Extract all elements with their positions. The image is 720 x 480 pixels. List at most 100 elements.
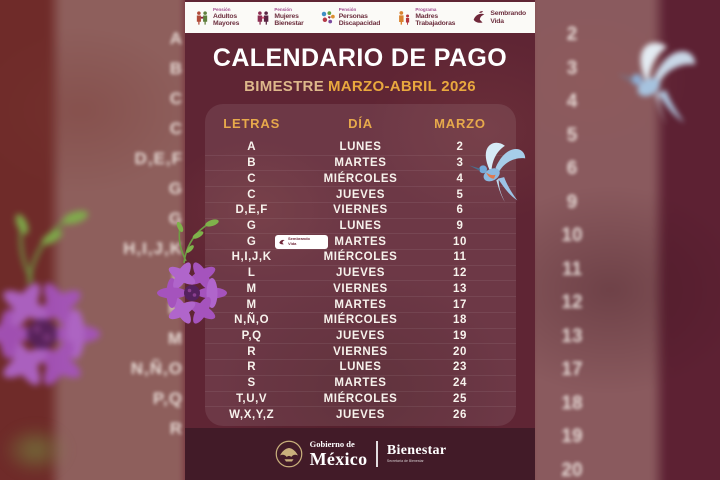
bg-letter: B: [169, 59, 183, 78]
poster-title: CALENDARIO DE PAGO: [212, 44, 508, 72]
row-date: 25: [453, 392, 467, 405]
table-body: A LUNES 2 B MARTES 3 C MIÉRCOLES 4 C JUEVES 5 D,E,F V…: [205, 140, 516, 422]
program-name: Adultos: [213, 12, 237, 20]
gobierno-de-mexico-logo: Gobierno de México: [274, 439, 368, 469]
row-date: 18: [453, 314, 467, 327]
logo-madres-trabajadoras: Programa Madres Trabajadoras: [396, 7, 456, 27]
row-letters: B: [247, 157, 257, 170]
subtitle-prefix: BIMESTRE: [244, 78, 324, 95]
logo-mujeres-bienestar: Pensión Mujeres Bienestar: [255, 7, 304, 27]
bg-number: 10: [561, 225, 583, 246]
logo-text: Pensión Personas Discapacidad: [338, 7, 381, 27]
footer-bar: Gobierno de México Bienestar Secretaría …: [185, 428, 535, 480]
row-day: MIÉRCOLES: [323, 251, 398, 264]
program-label: Programa: [415, 7, 437, 13]
bg-number: 6: [566, 158, 578, 179]
row-date: 9: [456, 219, 464, 232]
bg-number: 11: [561, 258, 583, 280]
bg-number: 12: [561, 292, 583, 313]
row-day: VIERNES: [333, 345, 388, 358]
personas-discapacidad-icon: [321, 10, 335, 23]
bg-number: 19: [561, 426, 583, 447]
program-logo-strip: Pensión Adultos Mayores Pensión Mujeres …: [185, 2, 535, 33]
row-letters: P,Q: [241, 329, 262, 342]
program-name: Madres: [415, 12, 438, 20]
program-name: Bienestar: [274, 19, 304, 27]
program-label: Pensión: [213, 7, 231, 13]
row-day: MARTES: [334, 157, 387, 170]
program-name: Trabajadoras: [415, 19, 456, 27]
table-header: LETRAS DÍA MARZO: [205, 104, 516, 136]
bg-letter: N,Ñ,O: [130, 359, 183, 378]
bg-number: 4: [566, 91, 578, 112]
table-row: G MARTES 10 Sembrando Vida: [205, 233, 516, 249]
row-letters: S: [247, 377, 256, 390]
row-day: VIERNES: [333, 204, 388, 217]
row-letters: G: [246, 235, 257, 248]
bg-number: 20: [561, 459, 583, 480]
bg-letter: R: [169, 419, 183, 438]
bg-number: 18: [561, 392, 583, 414]
sembrando-vida-icon: [474, 10, 485, 23]
logo-sembrando-vida: Sembrando Vida: [471, 10, 526, 26]
row-date: 10: [453, 235, 467, 248]
row-letters: T,U,V: [236, 392, 268, 405]
row-day: VIERNES: [333, 282, 388, 295]
row-day: MARTES: [334, 298, 387, 311]
bg-letter: G: [168, 209, 183, 228]
program-name: Sembrando: [490, 10, 526, 18]
row-date: 23: [453, 361, 467, 374]
background-letters-column: A B C C D,E,F G G H,I,J,K L M M N,Ñ,O P,Q R: [103, 24, 183, 444]
row-day: MIÉRCOLES: [323, 392, 398, 405]
bg-letter: C: [169, 119, 183, 138]
program-name: Mayores: [213, 19, 240, 27]
bg-letter: H,I,J,K: [123, 239, 183, 258]
bg-letter: G: [168, 179, 183, 198]
row-letters: R: [247, 361, 257, 374]
row-letters: R: [247, 345, 257, 358]
row-date: 26: [453, 408, 467, 421]
row-letters: H,I,J,K: [231, 251, 272, 264]
row-day: MIÉRCOLES: [323, 314, 398, 327]
background-numbers-column: 2 3 4 5 6 9 10 11 12 13 17 18 19 20: [546, 18, 598, 480]
gobierno-big-text: México: [309, 448, 368, 469]
row-letters: M: [246, 298, 257, 311]
bg-number: 17: [561, 359, 583, 380]
madres-trabajadoras-icon: [399, 10, 410, 25]
table-row: L JUEVES 12: [205, 264, 516, 281]
table-row: H,I,J,K MIÉRCOLES 11: [205, 249, 516, 265]
sembrando-vida-badge: Sembrando Vida: [275, 234, 328, 249]
row-day: LUNES: [339, 361, 382, 374]
table-row: M MARTES 17: [205, 296, 516, 312]
row-date: 20: [453, 345, 467, 358]
column-header-dia: DÍA: [348, 115, 373, 131]
bg-letter: L: [171, 269, 183, 288]
logo-text: Pensión Adultos Mayores: [213, 7, 240, 27]
bg-letter: D,E,F: [134, 149, 183, 168]
row-day: MARTES: [334, 377, 387, 390]
row-day: JUEVES: [336, 188, 385, 201]
bg-letter: M: [167, 329, 183, 348]
bienestar-wordmark: Bienestar: [386, 443, 447, 459]
bg-number: 5: [566, 124, 578, 146]
row-date: 13: [453, 282, 467, 295]
table-row: G LUNES 9: [205, 217, 516, 234]
gobierno-text: Gobierno de México: [310, 440, 368, 468]
row-date: 12: [453, 267, 467, 280]
subtitle-period: MARZO-ABRIL 2026: [328, 78, 476, 95]
table-row: T,U,V MIÉRCOLES 25: [205, 390, 516, 407]
row-date: 24: [453, 377, 467, 390]
column-header-letras: LETRAS: [223, 115, 281, 131]
bg-number: 3: [566, 57, 578, 79]
table-row: R LUNES 23: [205, 359, 516, 375]
program-name: Discapacidad: [338, 19, 381, 27]
row-date: 3: [456, 157, 464, 170]
bienestar-subtext: Secretaría de Bienestar: [386, 459, 424, 464]
table-row: P,Q JUEVES 19: [205, 327, 516, 344]
gobierno-small-text: Gobierno de: [309, 439, 355, 450]
logo-adultos-mayores: Pensión Adultos Mayores: [194, 7, 240, 27]
bg-number: 13: [561, 325, 583, 347]
table-row: M VIERNES 13: [205, 280, 516, 296]
badge-text: Sembrando Vida: [288, 236, 311, 246]
